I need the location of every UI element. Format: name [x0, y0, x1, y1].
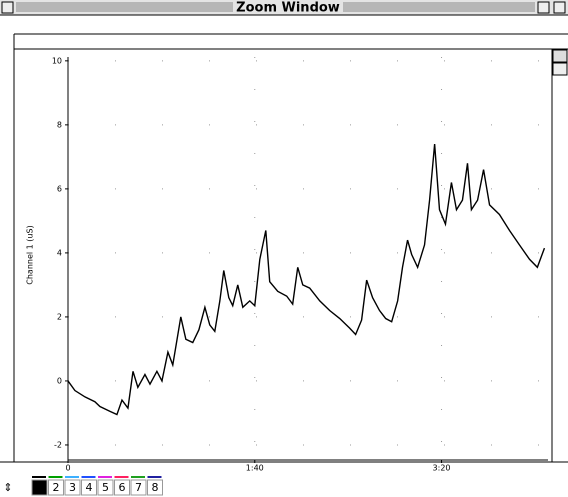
- x-tick-label: 0: [65, 464, 70, 473]
- x-tick-label: 1:40: [246, 464, 264, 473]
- channel-label: 7: [135, 481, 142, 494]
- channel-button[interactable]: [147, 479, 163, 496]
- channel-label: 5: [102, 481, 109, 494]
- x-tick-label: 3:20: [433, 464, 451, 473]
- y-tick-label: 6: [57, 184, 62, 193]
- channel-button[interactable]: [114, 479, 130, 496]
- zoom-box[interactable]: [537, 1, 550, 14]
- channel-label: 3: [69, 481, 76, 494]
- channel-label: 8: [152, 481, 159, 494]
- channel-button[interactable]: [31, 479, 48, 496]
- y-tick-label: 10: [52, 56, 62, 65]
- y-tick-label: 0: [57, 376, 62, 385]
- y-tick-label: 8: [57, 120, 62, 129]
- close-box[interactable]: [1, 1, 14, 14]
- toolbar: [0, 16, 568, 34]
- channel-button[interactable]: [48, 479, 64, 496]
- data-line: [67, 144, 546, 416]
- channel-button[interactable]: [64, 479, 81, 496]
- scale-button[interactable]: [552, 49, 568, 63]
- title-bg: [233, 1, 343, 14]
- channel-button[interactable]: [130, 479, 147, 496]
- collapse-box[interactable]: [553, 1, 566, 14]
- channel-menu-icon[interactable]: ⇕: [3, 481, 12, 494]
- scale-button[interactable]: [552, 62, 568, 76]
- channel-label: 1: [36, 481, 44, 494]
- channel-button[interactable]: [81, 479, 97, 496]
- y-tick-label: -2: [54, 440, 62, 449]
- y-tick-label: 2: [57, 312, 62, 321]
- y-axis-label: Channel 1 (uS): [26, 225, 35, 284]
- channel-label: 6: [119, 481, 126, 494]
- y-tick-label: 4: [57, 248, 62, 257]
- channel-label: 4: [86, 481, 93, 494]
- channel-label: 2: [53, 481, 60, 494]
- channel-button[interactable]: [97, 479, 114, 496]
- window-title: Zoom Window: [236, 1, 340, 16]
